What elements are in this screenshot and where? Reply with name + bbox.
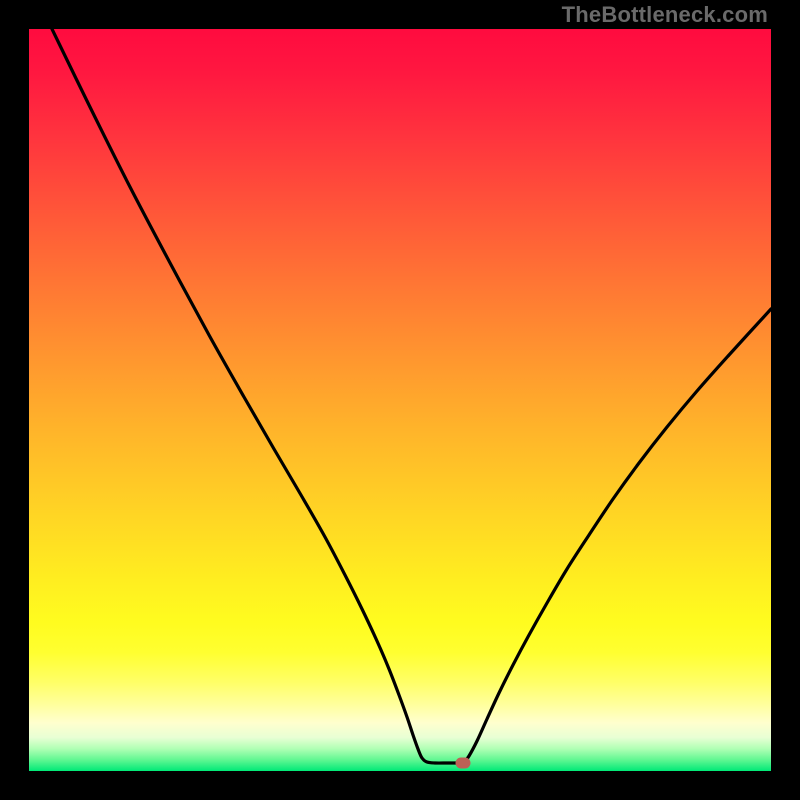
plot-area xyxy=(29,29,771,771)
chart-frame: TheBottleneck.com xyxy=(0,0,800,800)
bottleneck-curve xyxy=(29,29,771,771)
watermark-label: TheBottleneck.com xyxy=(562,2,768,28)
minimum-marker xyxy=(456,758,471,769)
